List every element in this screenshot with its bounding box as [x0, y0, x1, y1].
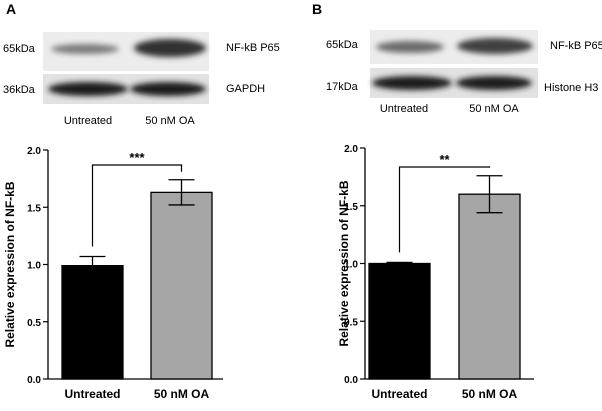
- y-axis-label: Relative expression of NF-kB: [3, 181, 17, 347]
- y-tick-label: 1.0: [27, 261, 41, 272]
- blot-b-row2-protein: Histone H3: [544, 82, 598, 94]
- panel-b-letter: B: [312, 1, 322, 17]
- y-tick-label: 1.5: [27, 203, 41, 214]
- blot-a-row2-band-oa: [130, 82, 206, 96]
- blot-b-row1-band-untreated: [376, 41, 444, 53]
- blot-a-lane-untreated: Untreated: [64, 115, 112, 127]
- blot-b-row2-band-untreated: [372, 76, 452, 90]
- panel-b-blot: B 65kDa 17kDa NF-kB P65 Histone H3 Untre…: [312, 1, 602, 115]
- blot-b-row1-protein: NF-kB P65: [550, 40, 602, 52]
- blot-a-lane-oa: 50 nM OA: [145, 115, 195, 127]
- blot-a-row1-protein: NF-kB P65: [226, 42, 280, 54]
- blot-a-row1-marker: 65kDa: [3, 43, 36, 55]
- significance-label: **: [439, 152, 450, 167]
- bar-untreated: [61, 264, 124, 380]
- blot-a-row1-band-untreated: [51, 44, 119, 54]
- x-tick-label: Untreated: [64, 387, 120, 401]
- y-tick-label: 0.0: [344, 375, 358, 386]
- bar-oa: [150, 191, 213, 380]
- y-tick-label: 0.0: [27, 375, 41, 386]
- blot-b-row2-marker: 17kDa: [326, 81, 359, 93]
- chart-b: 0.0 0.5 1.0 1.5 2.0 Relative expression of NF…: [337, 144, 534, 401]
- blot-b-lane-untreated: Untreated: [380, 103, 428, 115]
- significance-label: ***: [129, 150, 145, 165]
- blot-a-row2-band-untreated: [48, 82, 128, 96]
- y-tick-label: 0.5: [344, 317, 358, 328]
- x-tick-label: 50 nM OA: [462, 387, 518, 401]
- x-tick-label: Untreated: [371, 387, 427, 401]
- chart-a: 0.0 0.5 1.0 1.5 2.0 Relative expression of NF…: [3, 146, 223, 401]
- bar-oa: [458, 193, 521, 380]
- y-tick-label: 2.0: [27, 146, 41, 157]
- panel-a-letter: A: [6, 1, 16, 17]
- blot-a-row2-marker: 36kDa: [3, 84, 36, 96]
- panel-a-blot: A 65kDa 36kDa NF-kB P65 GAPDH Untreated …: [3, 1, 280, 127]
- y-tick-label: 0.5: [27, 318, 41, 329]
- significance-bracket: [398, 166, 491, 253]
- blot-b-lane-oa: 50 nM OA: [469, 103, 519, 115]
- y-tick-label: 2.0: [344, 144, 358, 155]
- y-axis-label: Relative expression of NF-kB: [337, 180, 351, 346]
- significance-bracket: [91, 164, 183, 247]
- blot-b-row2-band-oa: [456, 76, 532, 90]
- blot-b-row1-marker: 65kDa: [326, 39, 359, 51]
- blot-a-row1-band-oa: [134, 39, 206, 57]
- blot-a-row2-protein: GAPDH: [226, 83, 265, 95]
- x-tick-label: 50 nM OA: [154, 387, 210, 401]
- blot-b-row1-band-oa: [457, 38, 533, 54]
- y-tick-label: 1.0: [344, 260, 358, 271]
- bar-untreated: [368, 262, 431, 380]
- y-tick-label: 1.5: [344, 202, 358, 213]
